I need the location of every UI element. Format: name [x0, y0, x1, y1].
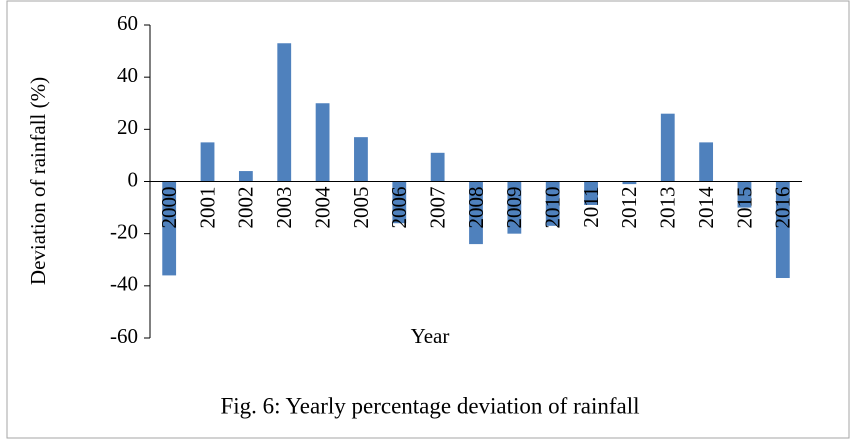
y-tick-label: -40 — [110, 272, 138, 296]
x-tick-label: 2000 — [157, 187, 181, 229]
frame — [6, 0, 850, 439]
x-tick-label: 2016 — [771, 187, 795, 229]
bar — [584, 181, 598, 205]
x-tick-label: 2012 — [617, 187, 641, 229]
bar — [430, 152, 445, 182]
x-tick-label: 2005 — [349, 187, 373, 229]
bar — [354, 137, 368, 182]
x-tick-label: 2002 — [234, 187, 258, 229]
bar — [469, 181, 483, 245]
x-tick-label: 2013 — [656, 187, 680, 229]
bar — [660, 113, 675, 182]
x-tick-label: 2014 — [694, 186, 718, 229]
y-tick-label: 60 — [117, 11, 138, 35]
bar — [200, 142, 215, 182]
y-axis-label: Deviation of rainfall (%) — [26, 77, 50, 285]
x-tick-label: 2004 — [310, 186, 334, 229]
bar — [315, 103, 330, 182]
x-tick-label: 2010 — [541, 187, 565, 229]
bar — [162, 181, 177, 276]
x-tick-label: 2003 — [272, 187, 296, 229]
bar — [507, 181, 522, 234]
y-tick-label: 40 — [117, 63, 138, 87]
bar — [699, 142, 714, 182]
bar — [775, 181, 790, 279]
bar — [622, 181, 637, 185]
x-tick-label: 2006 — [387, 187, 411, 229]
x-tick-label: 2009 — [502, 187, 526, 229]
y-tick-label: 20 — [117, 115, 138, 139]
x-tick-label: 2001 — [195, 187, 219, 229]
bar — [238, 171, 253, 182]
x-tick-label: 2015 — [732, 187, 756, 229]
y-tick-label: 0 — [128, 167, 139, 191]
caption: Fig. 6: Yearly percentage deviation of r… — [221, 393, 640, 418]
y-tick-label: -20 — [110, 219, 138, 243]
bar — [277, 43, 292, 182]
bar — [737, 181, 752, 208]
x-axis-label: Year — [411, 324, 450, 348]
x-tick-label: 2007 — [425, 187, 449, 229]
bar — [545, 181, 560, 226]
x-tick-label: 2011 — [579, 187, 603, 228]
bar — [392, 181, 407, 224]
y-tick-label: -60 — [110, 324, 138, 348]
x-tick-label: 2008 — [464, 187, 488, 229]
